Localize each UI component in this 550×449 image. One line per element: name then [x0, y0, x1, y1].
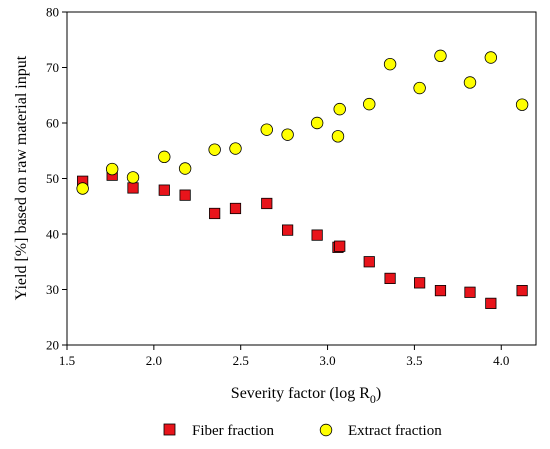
extract-point: [515, 98, 529, 111]
x-tick-label: 4.0: [493, 353, 509, 368]
x-axis-title-main: Severity factor (log R: [231, 385, 370, 402]
fiber-point: [414, 277, 426, 289]
extract-point: [463, 76, 477, 89]
y-axis-title: Yield [%] based on raw material input: [13, 55, 30, 300]
y-tick-label: 60: [46, 116, 59, 131]
fiber-point: [434, 285, 447, 297]
series-extract: [76, 49, 529, 195]
fiber-point: [179, 189, 191, 201]
extract-point: [310, 116, 324, 130]
extract-point: [158, 150, 171, 164]
extract-point: [76, 182, 89, 195]
extract-point: [383, 57, 397, 71]
legend-marker-fiber: [163, 423, 176, 436]
extract-point: [363, 97, 376, 111]
fiber-point: [229, 202, 242, 215]
extract-point: [333, 102, 346, 116]
y-tick-label: 70: [46, 60, 59, 75]
y-tick-label: 80: [46, 5, 59, 20]
x-tick-label: 3.0: [319, 353, 335, 368]
fiber-point: [261, 197, 273, 210]
fiber-point: [311, 229, 323, 241]
fiber-point: [464, 286, 476, 298]
x-tick-label: 3.5: [406, 353, 422, 368]
fiber-point: [384, 272, 396, 285]
x-axis-title: Severity factor (log R0): [231, 385, 381, 406]
y-axis: 20 30 40 50 60 70 80: [46, 5, 67, 353]
data-points: [76, 49, 529, 309]
y-tick-label: 30: [46, 282, 59, 297]
fiber-point: [127, 182, 139, 194]
legend-label-fiber: Fiber fraction: [192, 423, 275, 439]
x-axis-title-subscript: 0: [370, 392, 376, 406]
fiber-point: [516, 285, 528, 297]
legend-label-extract: Extract fraction: [348, 423, 442, 439]
extract-point: [434, 49, 447, 63]
fiber-point: [485, 297, 497, 309]
fiber-point: [363, 256, 375, 268]
extract-point: [229, 142, 242, 155]
extract-point: [413, 81, 426, 95]
x-axis: 1.5 2.0 2.5 3.0 3.5 4.0: [59, 345, 509, 368]
y-tick-label: 40: [46, 227, 59, 242]
extract-point: [178, 162, 192, 175]
y-tick-label: 20: [46, 338, 59, 353]
extract-point: [208, 143, 221, 156]
y-tick-label: 50: [46, 171, 59, 186]
legend-item-fiber: Fiber fraction: [163, 423, 275, 439]
fiber-point: [282, 224, 294, 236]
extract-point: [281, 128, 294, 141]
series-fiber: [77, 169, 528, 309]
x-tick-label: 2.0: [146, 353, 162, 368]
extract-point: [260, 123, 273, 136]
fiber-point: [209, 207, 221, 220]
fiber-point: [158, 184, 170, 196]
x-tick-label: 2.5: [233, 353, 249, 368]
x-tick-label: 1.5: [59, 353, 75, 368]
x-axis-title-close: ): [376, 385, 381, 402]
legend: Fiber fraction Extract fraction: [163, 423, 442, 439]
legend-item-extract: Extract fraction: [319, 423, 442, 439]
extract-point: [126, 171, 140, 184]
extract-point: [105, 162, 119, 176]
extract-point: [484, 51, 498, 64]
legend-marker-extract: [319, 423, 333, 437]
extract-point: [331, 130, 345, 143]
fiber-point: [334, 240, 346, 252]
